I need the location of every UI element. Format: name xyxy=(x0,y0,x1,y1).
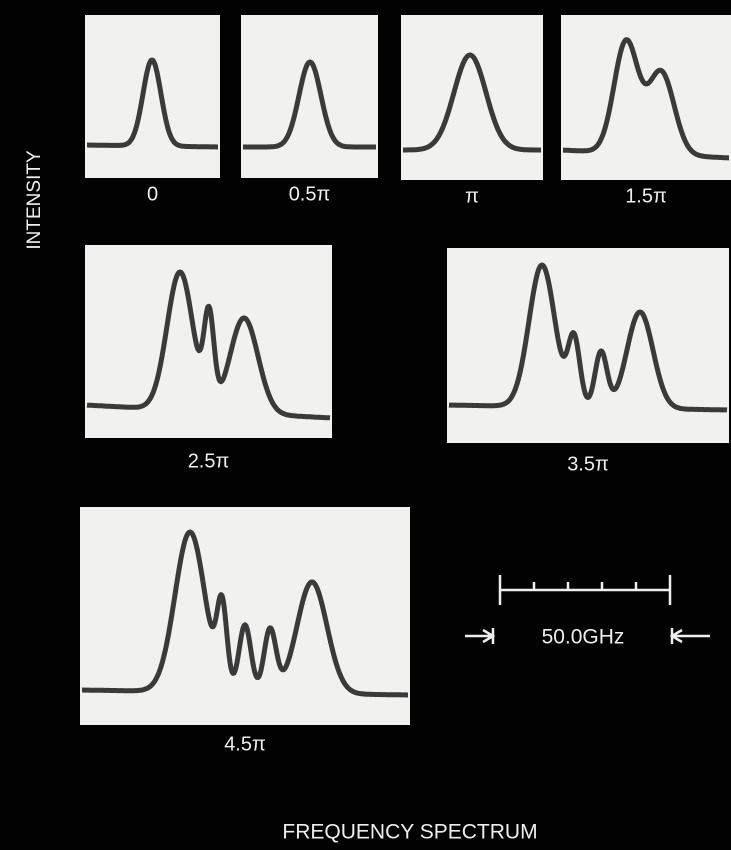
spectrum-panel xyxy=(241,15,378,178)
scale-bar: 50.0GHz xyxy=(465,575,710,649)
panel-label: 2.5π xyxy=(188,450,230,472)
panel-label: 3.5π xyxy=(567,453,609,475)
scale-label: 50.0GHz xyxy=(542,626,625,649)
spectrum-trace xyxy=(85,57,220,150)
panel-label: 4.5π xyxy=(224,733,266,755)
spectrum-trace xyxy=(447,262,729,413)
scale-arrows xyxy=(465,628,710,644)
y-axis-label: INTENSITY xyxy=(24,150,45,250)
spectrum-trace xyxy=(561,37,731,161)
scale-ruler xyxy=(498,575,672,605)
panel-label: π xyxy=(465,185,479,207)
spectrum-trace xyxy=(80,529,410,698)
spectrum-trace xyxy=(241,59,378,150)
panel-label: 0.5π xyxy=(289,183,331,205)
spectrum-panel xyxy=(85,15,220,178)
spectrum-trace xyxy=(85,269,332,421)
spectrum-panel xyxy=(401,15,543,180)
x-axis-label: FREQUENCY SPECTRUM xyxy=(282,821,537,844)
spectrum-panel xyxy=(447,248,729,443)
panel-label: 0 xyxy=(147,183,158,205)
spectrum-trace xyxy=(401,52,543,153)
panel-label: 1.5π xyxy=(625,185,667,207)
